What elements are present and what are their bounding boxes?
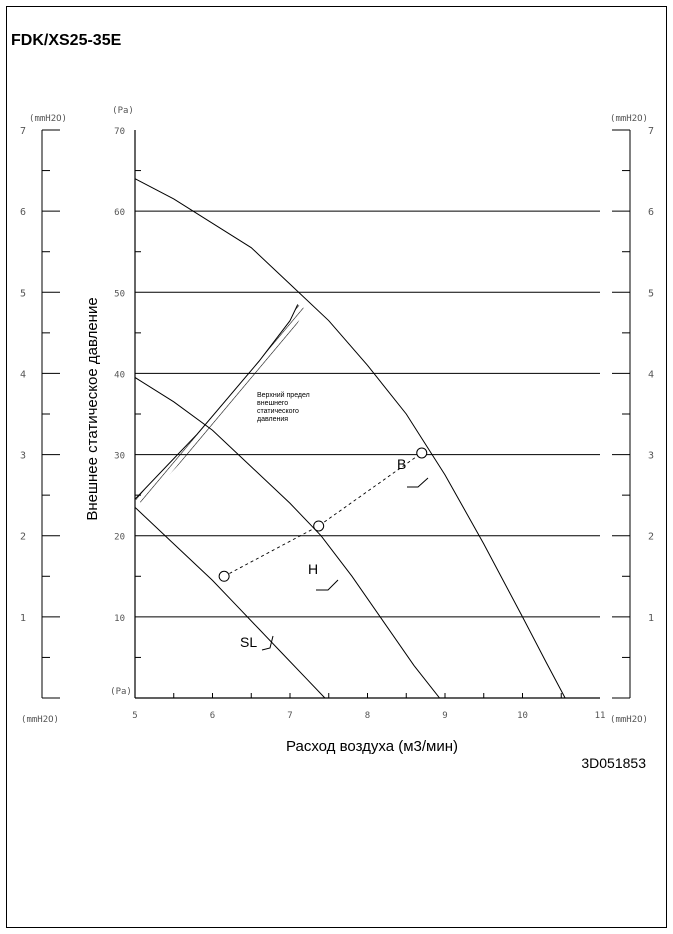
page-title: FDK/XS25-35E (11, 32, 122, 49)
y-axis-title: Внешнее статическое давление (84, 297, 101, 520)
upper-limit-annotation: давления (257, 416, 288, 423)
curve-label-sl: SL (240, 634, 257, 650)
operating-point (416, 447, 428, 459)
upper-limit-annotation: статического (257, 408, 299, 415)
curve-label-leader (316, 579, 339, 591)
curve-h (135, 377, 440, 698)
operating-point (218, 570, 230, 582)
x-tick-label: 9 (442, 711, 447, 721)
x-axis-title: Расход воздуха (м3/мин) (286, 738, 458, 755)
mm-unit-right-bottom: (mmH2O) (610, 715, 648, 725)
operating-point (313, 520, 325, 532)
curve-sl (135, 506, 326, 698)
x-tick-label: 8 (365, 711, 370, 721)
mm-tick-label-left: 7 (20, 126, 26, 137)
mm-tick-label-right: 3 (648, 451, 654, 462)
y-unit-pa-bottom: (Pa) (110, 687, 132, 697)
y-tick-label-pa: 10 (114, 614, 125, 624)
y-tick-label-pa: 60 (114, 208, 125, 218)
mm-tick-label-left: 5 (20, 288, 26, 299)
x-tick-label: 7 (287, 711, 292, 721)
mm-tick-label-right: 5 (648, 288, 654, 299)
curve-label-leader (407, 477, 429, 488)
y-tick-label-pa: 40 (114, 370, 125, 380)
x-tick-label: 10 (517, 711, 528, 721)
curve-label-b: B (397, 456, 406, 472)
y-tick-label-pa: 30 (114, 452, 125, 462)
y-unit-pa-top: (Pa) (112, 106, 134, 116)
mm-tick-label-right: 4 (648, 369, 654, 380)
mm-tick-label-left: 1 (20, 613, 26, 624)
x-tick-label: 5 (132, 711, 137, 721)
y-tick-label-pa: 50 (114, 289, 125, 299)
x-tick-label: 6 (210, 711, 215, 721)
mm-unit-right-top: (mmH2O) (610, 114, 648, 124)
mm-unit-left-bottom: (mmH2O) (21, 715, 59, 725)
upper-limit-annotation: Верхний предел (257, 391, 310, 399)
upper-limit-annotation: внешнего (257, 400, 288, 407)
document-code: 3D051853 (581, 755, 646, 771)
y-tick-label-pa: 70 (114, 127, 125, 137)
x-tick-label: 11 (595, 711, 606, 721)
mm-unit-left-top: (mmH2O) (29, 114, 67, 124)
page-frame (6, 6, 667, 928)
curve-label-leader (261, 635, 274, 651)
curve-label-h: H (308, 561, 318, 577)
mm-tick-label-right: 7 (648, 126, 654, 137)
upper-limit-boundary (134, 304, 299, 500)
mm-tick-label-left: 4 (20, 369, 26, 380)
mm-tick-label-left: 6 (20, 207, 26, 218)
resistance-line (223, 452, 423, 577)
mm-tick-label-right: 6 (648, 207, 654, 218)
mm-tick-label-left: 2 (20, 532, 26, 543)
mm-tick-label-right: 2 (648, 532, 654, 543)
mm-tick-label-right: 1 (648, 613, 654, 624)
curve-b (135, 178, 566, 698)
mm-tick-label-left: 3 (20, 451, 26, 462)
y-tick-label-pa: 20 (114, 533, 125, 543)
